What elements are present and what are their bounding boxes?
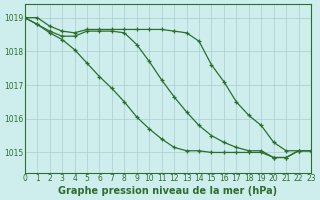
X-axis label: Graphe pression niveau de la mer (hPa): Graphe pression niveau de la mer (hPa) [58, 186, 277, 196]
